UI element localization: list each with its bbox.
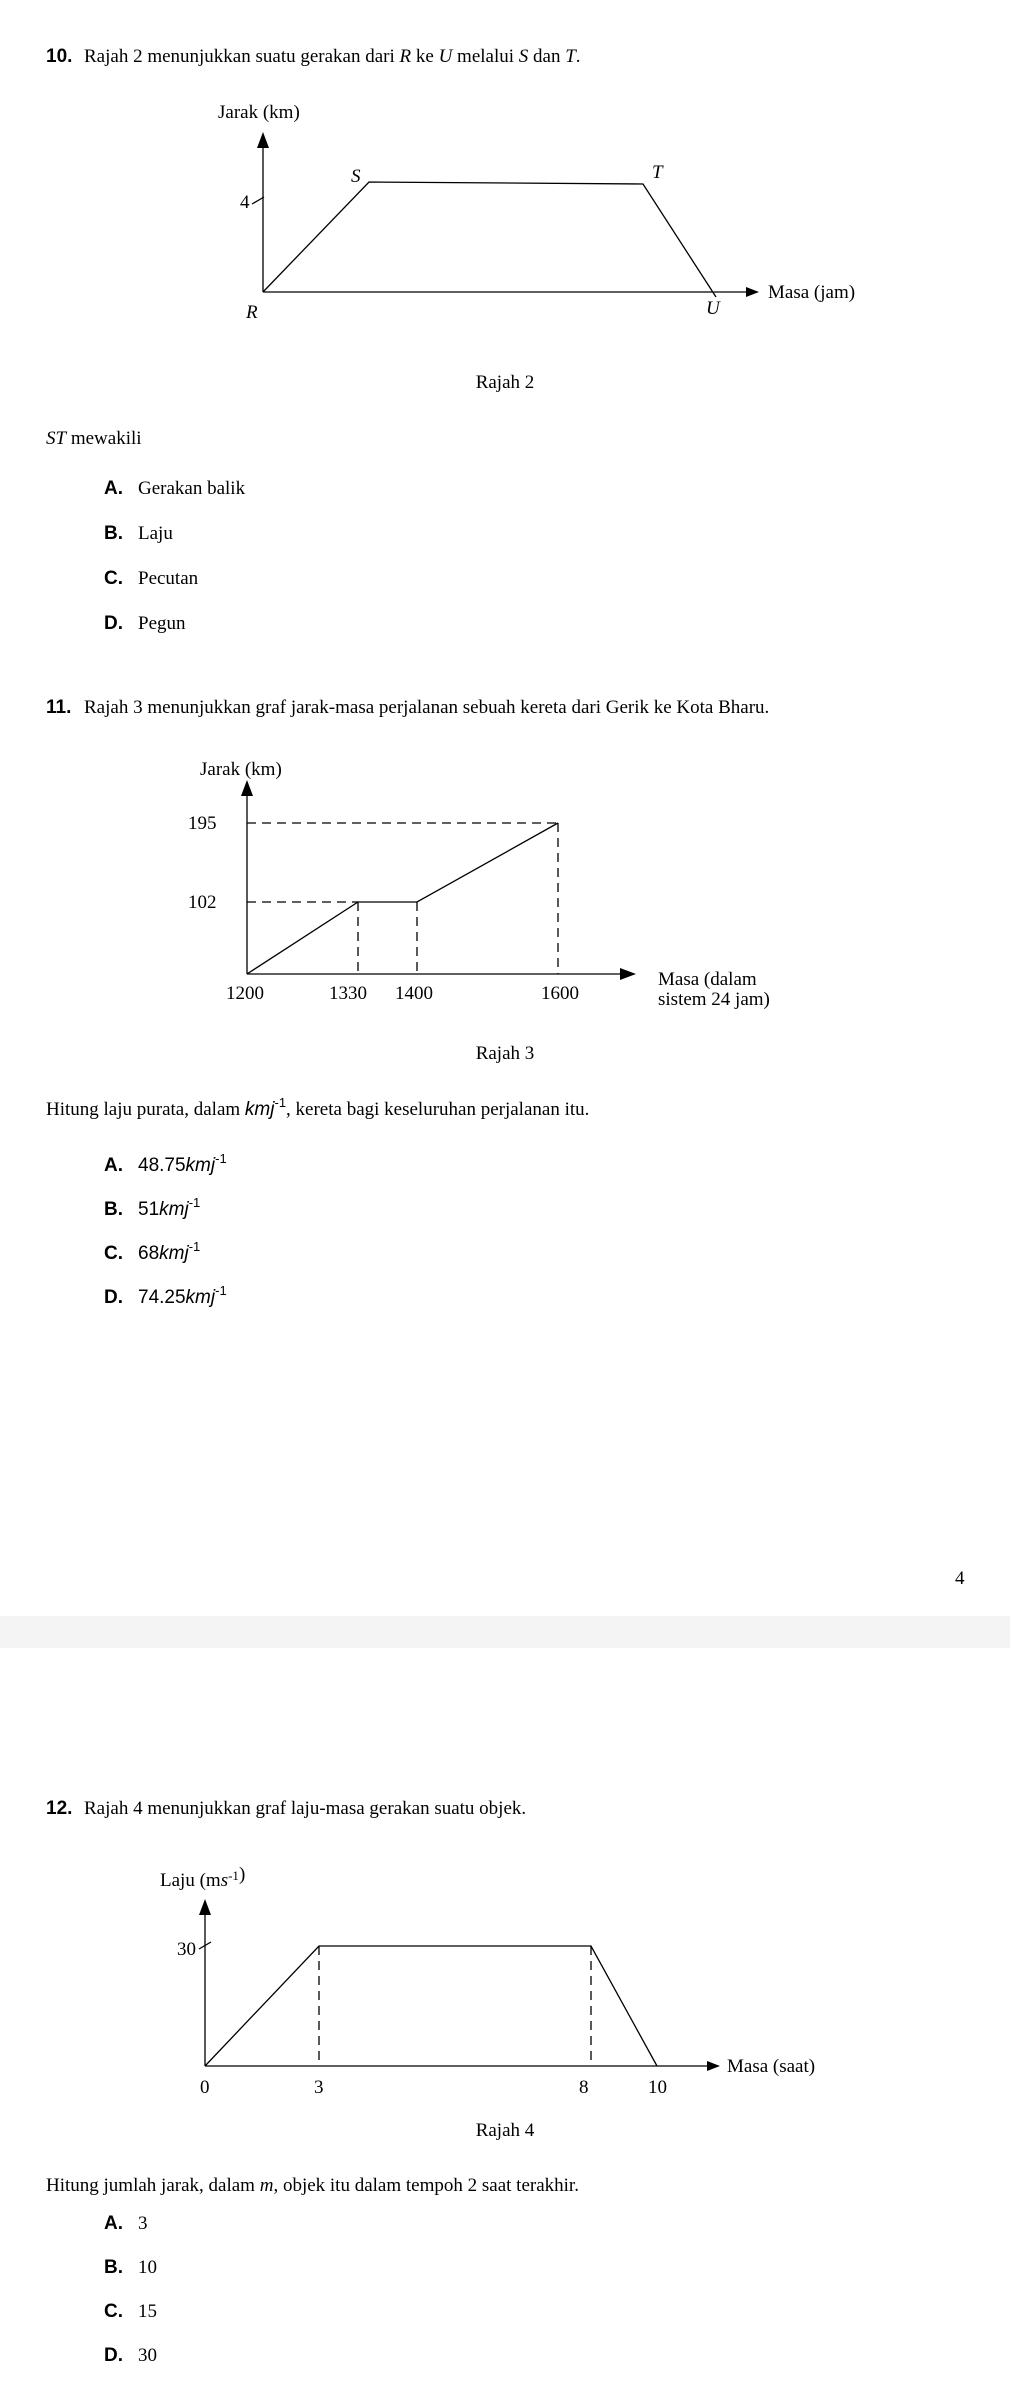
- svg-text:30: 30: [177, 1939, 196, 1960]
- svg-text:3: 3: [314, 2077, 324, 2098]
- svg-text:Laju (ms-1): Laju (ms-1): [160, 1864, 245, 1891]
- svg-text:8: 8: [579, 2077, 589, 2098]
- svg-text:10: 10: [648, 2077, 667, 2098]
- svg-text:0: 0: [200, 2077, 210, 2098]
- svg-text:Masa (saat): Masa (saat): [727, 2056, 815, 2077]
